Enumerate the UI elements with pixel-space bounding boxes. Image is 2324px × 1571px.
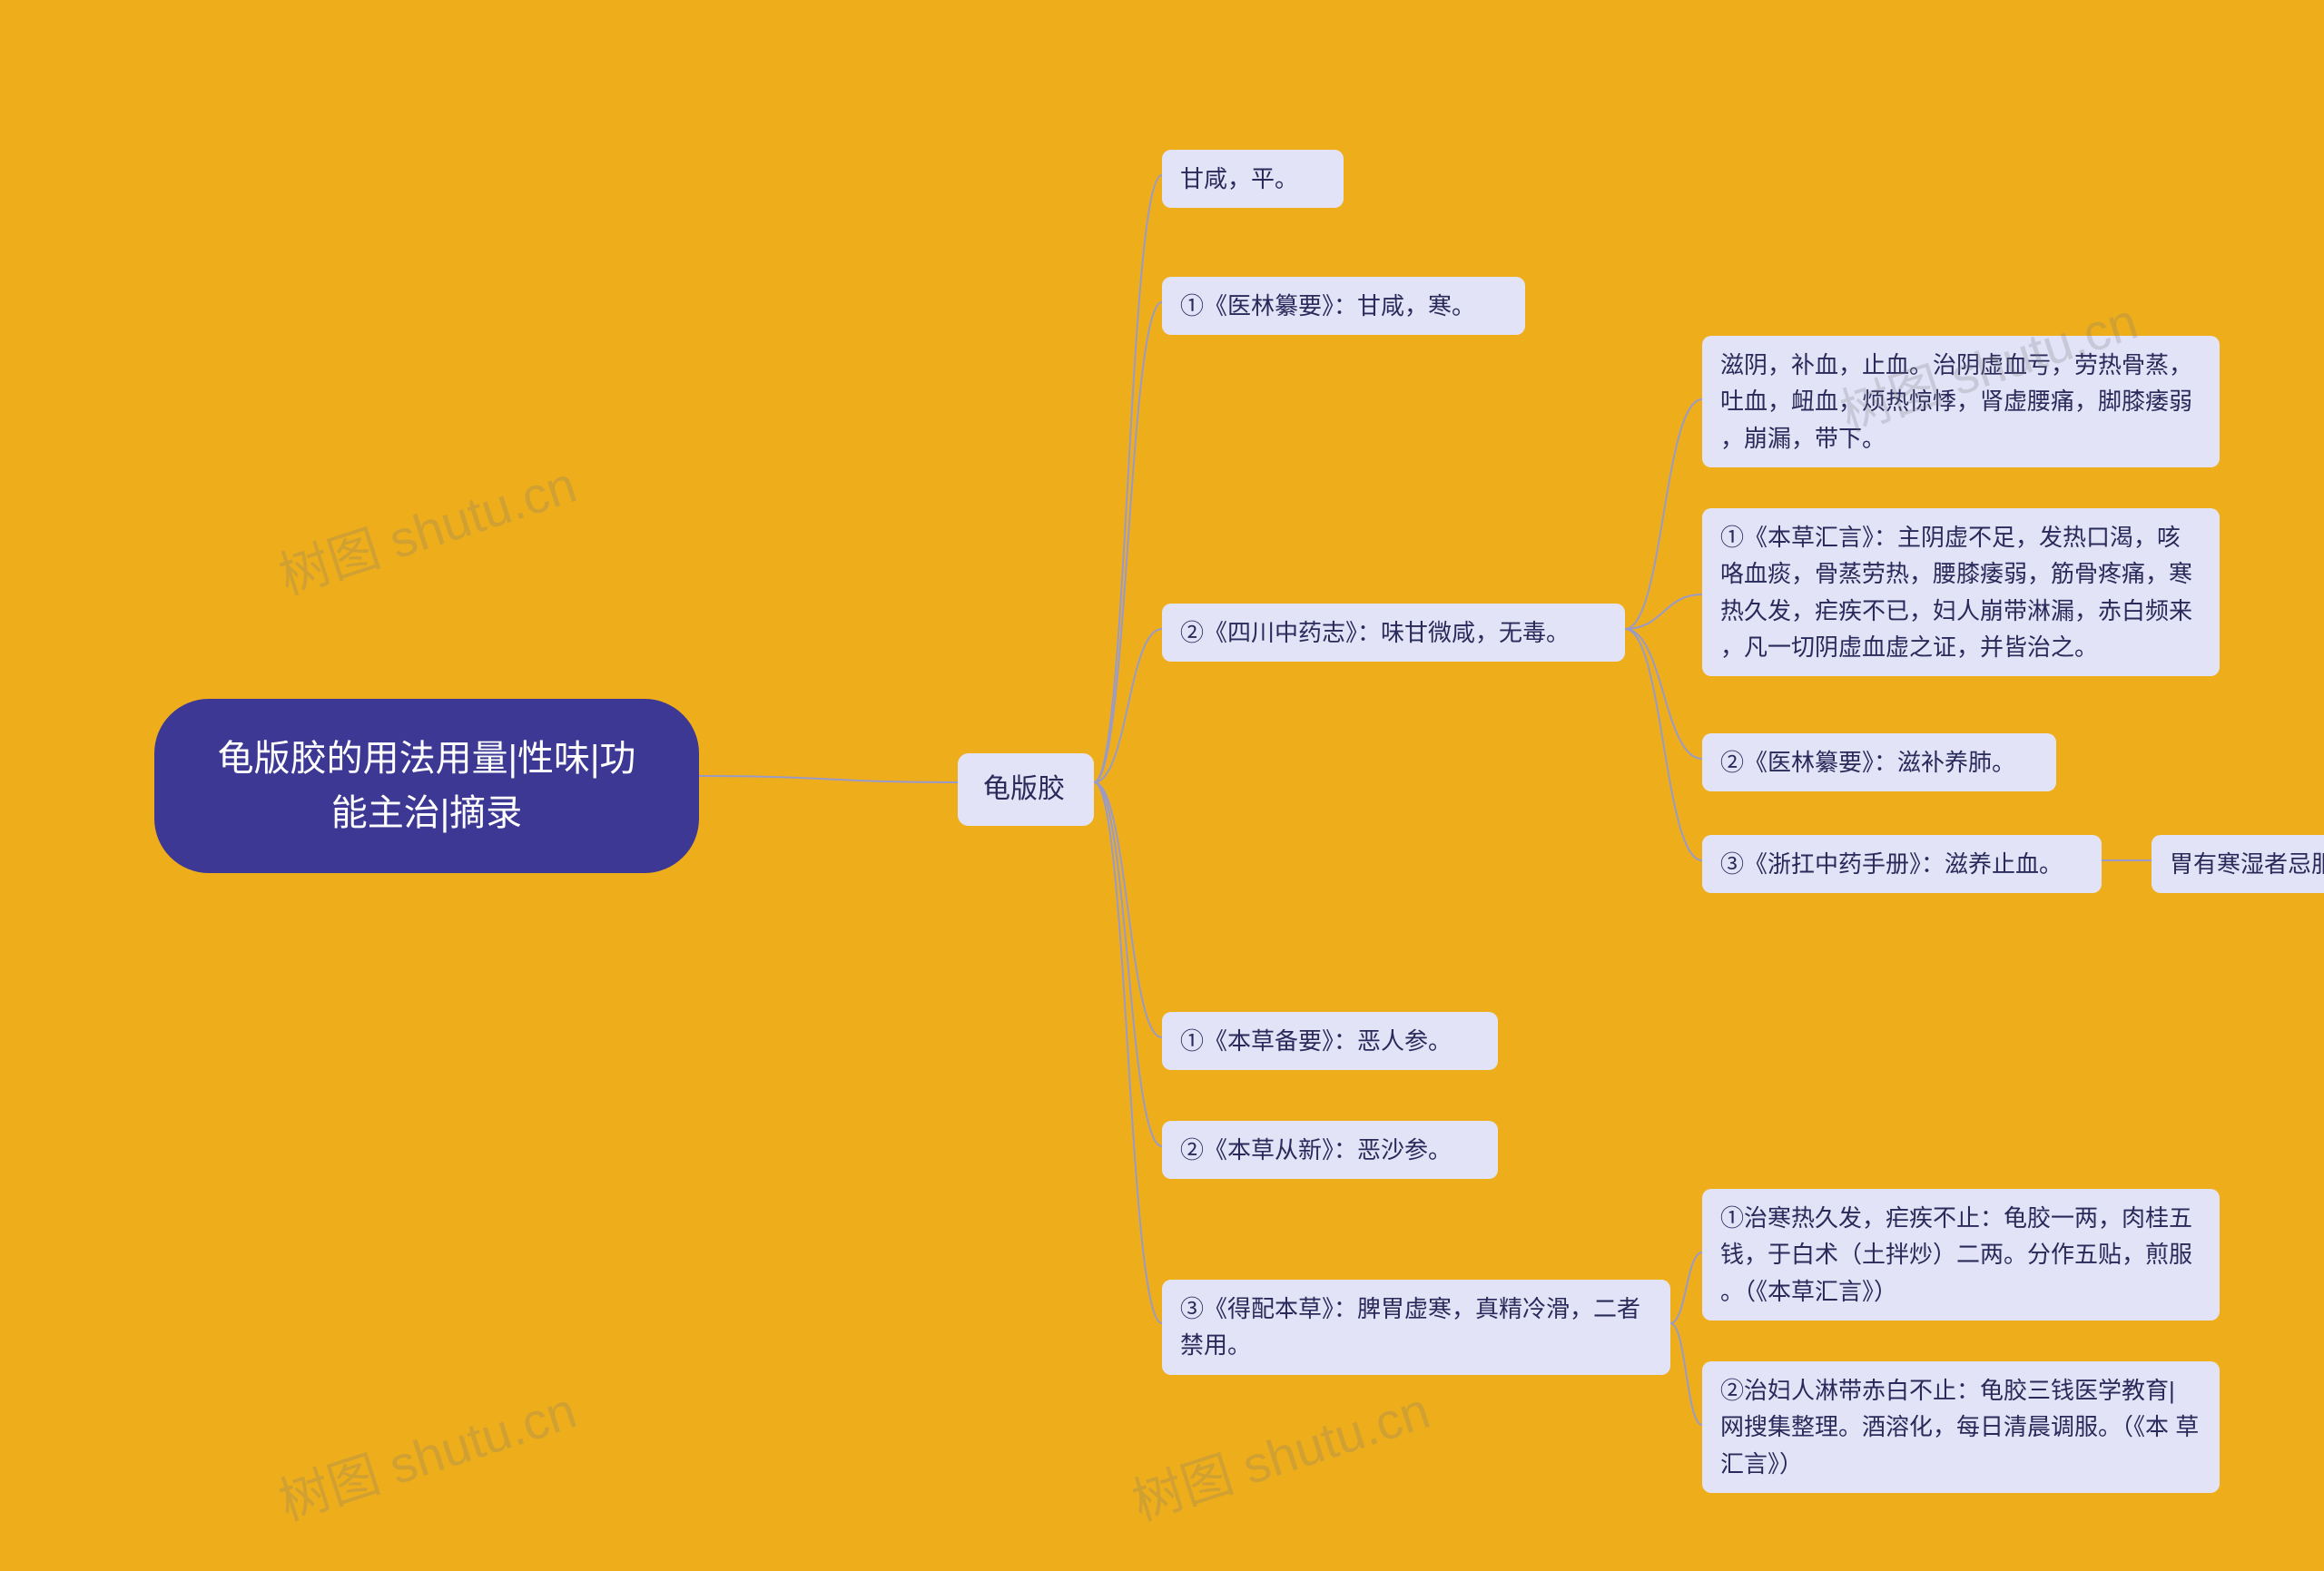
node-l4-1: 胃有寒湿者忌服。 — [2152, 835, 2324, 893]
watermark: 树图 shutu.cn — [1122, 1370, 1438, 1536]
watermark: 树图 shutu.cn — [269, 1370, 585, 1536]
node-l3-3: ②《医林纂要》：滋补养肺。 — [1702, 733, 2056, 791]
watermark: 树图 shutu.cn — [269, 445, 585, 610]
root-node: 龟版胶的用法用量|性味|功 能主治|摘录 — [154, 699, 699, 873]
node-l2-5: ②《本草从新》：恶沙参。 — [1162, 1121, 1498, 1179]
node-l2-4: ①《本草备要》：恶人参。 — [1162, 1012, 1498, 1070]
node-l3-2: ①《本草汇言》：主阴虚不足，发热口渴，咳 咯血痰，骨蒸劳热，腰膝痿弱，筋骨疼痛，… — [1702, 508, 2220, 676]
node-l3-4: ③《浙扛中药手册》：滋养止血。 — [1702, 835, 2102, 893]
node-l2-1: 甘咸，平。 — [1162, 150, 1344, 208]
node-l3-6: ②治妇人淋带赤白不止：龟胶三钱医学教育| 网搜集整理。酒溶化，每日清晨调服。（《… — [1702, 1361, 2220, 1493]
node-l2-3: ②《四川中药志》：味甘微咸，无毒。 — [1162, 604, 1625, 662]
node-l3-1: 滋阴，补血，止血。治阴虚血亏，劳热骨蒸， 吐血，衄血，烦热惊悸，肾虚腰痛，脚膝痿… — [1702, 336, 2220, 467]
hub-node: 龟版胶 — [958, 753, 1094, 826]
node-l3-5: ①治寒热久发，疟疾不止：龟胶一两，肉桂五 钱，于白术（土拌炒）二两。分作五贴，煎… — [1702, 1189, 2220, 1321]
node-l2-6: ③《得配本草》：脾胃虚寒，真精冷滑，二者 禁用。 — [1162, 1280, 1670, 1375]
node-l2-2: ①《医林纂要》：甘咸，寒。 — [1162, 277, 1525, 335]
